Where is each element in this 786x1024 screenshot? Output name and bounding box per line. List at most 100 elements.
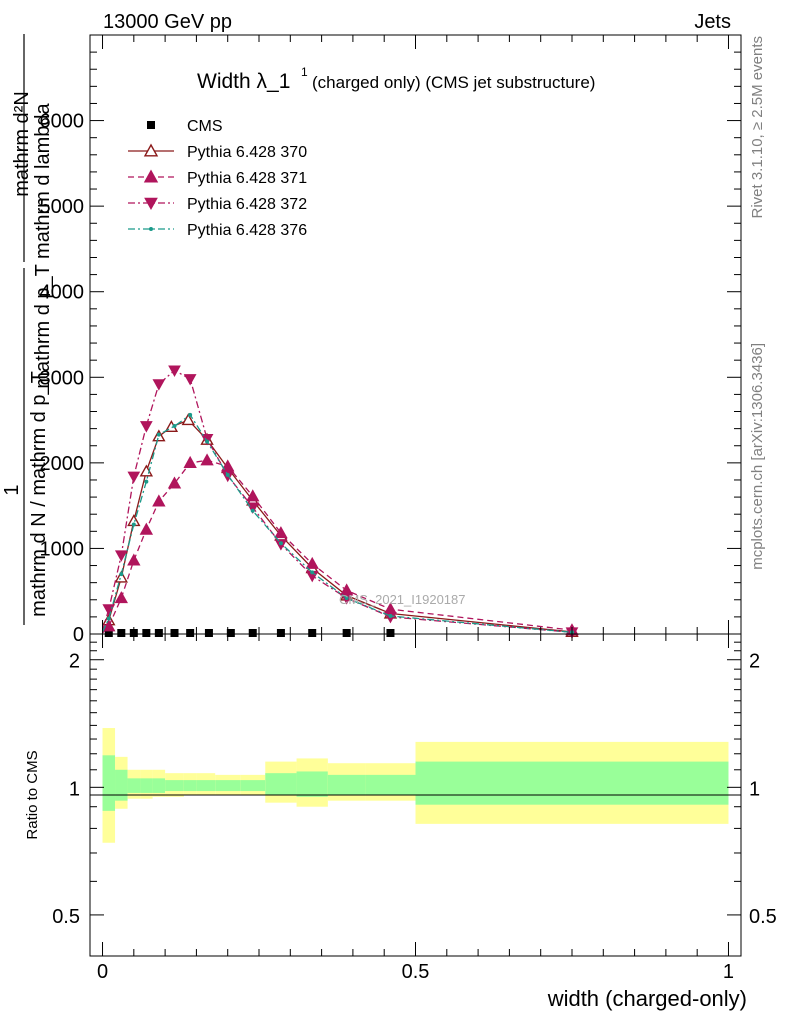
ratio-y-label: Ratio to CMS (24, 750, 41, 839)
series-2 (102, 453, 579, 636)
y-label-bottom: mathrm d N / mathrm d p_T (28, 371, 50, 617)
main-y-tick-label: 0 (73, 624, 84, 646)
series-line (102, 459, 573, 634)
data-point (106, 616, 111, 621)
ratio-band-inner (127, 778, 141, 793)
ratio-band-inner (183, 780, 197, 792)
data-point (114, 591, 128, 604)
legend-label: Pythia 6.428 371 (187, 170, 307, 187)
main-y-tick-label: 1000 (40, 538, 85, 560)
legend-marker (147, 121, 155, 129)
ratio-band-inner (196, 780, 216, 792)
main-y-tick-label: 2000 (40, 453, 85, 475)
data-point (305, 556, 319, 569)
header-left: 13000 GeV pp (103, 11, 232, 33)
ratio-x-tick-label: 1 (723, 961, 734, 983)
data-point (200, 433, 214, 446)
mcplots-label: mcplots.cern.ch [arXiv:1306.3436] (749, 343, 766, 570)
data-point (170, 629, 179, 637)
ratio-band-inner (152, 778, 166, 793)
data-point (204, 629, 213, 637)
plot-title-main: Width λ_1 (197, 70, 290, 93)
ratio-band-inner (140, 778, 153, 793)
series-line (101, 369, 573, 633)
legend-marker (143, 143, 159, 157)
data-point (250, 508, 255, 513)
plot-title: Width λ_1 1 (charged only) (CMS jet subs… (197, 65, 595, 93)
main-y-axis: 0 1000 2000 3000 4000 5000 6000 (40, 51, 741, 646)
legend-label: Pythia 6.428 370 (187, 144, 307, 161)
series-line (101, 413, 573, 633)
watermark: CMS_2021_I1920187 (339, 592, 466, 607)
main-panel: 0 1000 2000 3000 4000 5000 6000 Width λ_1 1 (c… (1, 34, 742, 646)
data-point (102, 604, 116, 616)
data-point (276, 629, 285, 637)
series-4 (101, 412, 574, 635)
ratio-band-inner (165, 780, 184, 792)
series-0 (104, 629, 395, 637)
ratio-y-tick-label: 0.5 (52, 906, 80, 928)
data-point (246, 489, 260, 502)
data-point (152, 379, 166, 391)
ratio-band-inner (115, 769, 128, 801)
legend-entry: Pythia 6.428 372 (128, 196, 307, 213)
legend-label: Pythia 6.428 376 (187, 222, 307, 239)
legend-marker (149, 227, 153, 231)
data-point (168, 365, 181, 377)
ratio-y-tick-label: 1 (69, 778, 80, 800)
data-point (167, 476, 182, 489)
legend-label: CMS (187, 118, 223, 135)
main-y-tick-label: 3000 (40, 367, 85, 389)
ratio-bands (102, 728, 729, 843)
data-point (152, 494, 166, 507)
data-point (102, 619, 116, 632)
data-point (200, 453, 214, 466)
data-point (221, 459, 235, 472)
data-point (342, 629, 351, 637)
data-point (225, 472, 230, 477)
data-point (386, 629, 395, 637)
data-point (246, 502, 260, 514)
ratio-x-tick-label: 0 (97, 961, 108, 983)
data-point (278, 541, 283, 546)
data-point (226, 629, 235, 637)
ratio-band-inner (296, 771, 328, 797)
ratio-panel: 0.5 0.51 12 2 0 0.5 1 Ratio to CMS width (cha… (24, 633, 777, 1011)
plot-subtitle: (charged only) (CMS jet substructure) (312, 73, 595, 92)
main-y-tick-label: 6000 (40, 111, 85, 133)
main-x-ticks (102, 35, 729, 634)
data-point (154, 629, 163, 637)
series-line (101, 419, 573, 633)
ratio-x-tick-label: 0.5 (402, 961, 430, 983)
y-label-frac-left: 1 (1, 484, 23, 495)
data-point (156, 432, 161, 437)
legend: CMS Pythia 6.428 370 Pythia 6.428 371 Pythi… (128, 118, 307, 239)
data-point (248, 629, 257, 637)
data-point (131, 522, 136, 527)
data-point (139, 421, 153, 433)
data-point (308, 629, 317, 637)
data-point (388, 614, 393, 619)
ratio-band-inner (365, 774, 416, 795)
ratio-band-inner (265, 773, 297, 795)
data-point (183, 455, 197, 468)
legend-marker (144, 197, 158, 211)
ratio-y-tick-label-right: 1 (749, 778, 760, 800)
ratio-band-inner (240, 780, 266, 792)
legend-entry: CMS (147, 118, 223, 135)
ratio-band-inner (415, 761, 729, 805)
data-point (188, 412, 193, 417)
ratio-x-axis: 0 0.5 1 (97, 634, 734, 983)
data-point (205, 439, 210, 444)
x-axis-label: width (charged-only) (547, 986, 747, 1011)
data-point (344, 596, 349, 601)
ratio-y-tick-label: 2 (69, 651, 80, 673)
header-right: Jets (694, 11, 731, 33)
data-point (117, 629, 126, 637)
data-point (104, 629, 113, 637)
plot-title-sup: 1 (301, 65, 308, 79)
ratio-band-inner (215, 780, 241, 792)
legend-entry: Pythia 6.428 371 (128, 169, 307, 187)
data-point (127, 471, 141, 484)
